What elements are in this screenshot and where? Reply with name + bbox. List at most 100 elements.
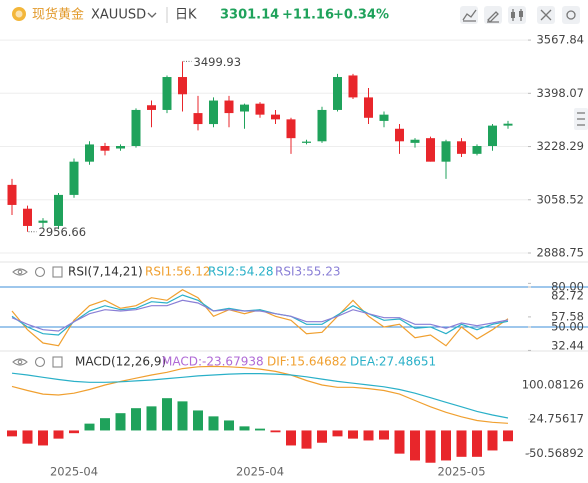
y-tick-label: 3058.52 <box>536 192 584 206</box>
y-tick-label: 50.00 <box>551 320 584 334</box>
x-tick-label: 2025-04 <box>50 465 98 479</box>
instrument-name: 现货黄金 <box>32 7 84 23</box>
candle-body <box>178 77 187 95</box>
y-tick-label: 24.75617 <box>529 412 584 426</box>
macd-bar <box>208 416 219 431</box>
macd-bar <box>487 430 498 451</box>
candle-body <box>426 138 435 162</box>
indicator-box <box>52 356 63 368</box>
price-change-pct: +0.34% <box>333 8 389 23</box>
eye-icon[interactable] <box>12 268 28 276</box>
macd-bar <box>301 430 312 449</box>
candle-body <box>224 100 234 114</box>
macd-bar <box>270 430 281 433</box>
toolbar <box>460 6 588 130</box>
tool-indicator-icon <box>462 9 477 22</box>
candle-body <box>317 109 327 142</box>
tool-candle-body <box>519 11 523 17</box>
candle-body <box>379 114 389 121</box>
candle-body <box>364 97 373 118</box>
macd-bar <box>115 413 126 431</box>
macd-bar <box>239 426 250 431</box>
legend-entry: DEA:27.48651 <box>350 355 436 369</box>
candle-body <box>441 141 451 162</box>
candle-body <box>69 161 79 195</box>
macd-bar <box>317 430 327 443</box>
candle-body <box>193 113 203 125</box>
candle-body <box>271 114 280 120</box>
macd-bar <box>146 406 157 431</box>
legend-entry: RSI2:54.28 <box>208 265 274 279</box>
candle-body <box>7 184 17 205</box>
candle-body <box>116 146 125 149</box>
tool-settings-icon <box>566 10 576 20</box>
macd-bar <box>177 401 188 431</box>
candle-body <box>23 208 32 226</box>
tool-settings[interactable] <box>562 6 580 24</box>
high-annotation: 3499.93 <box>194 55 242 69</box>
macd-bar <box>394 430 405 454</box>
macd-bar <box>348 430 358 439</box>
rsi-header-icons <box>12 266 63 278</box>
y-tick-label: 32.44 <box>551 339 584 353</box>
y-tick-label: 3567.84 <box>536 33 584 47</box>
y-tick-label: 3228.29 <box>536 139 584 153</box>
x-tick-label: 2025-05 <box>437 465 485 479</box>
macd-bar <box>100 418 110 431</box>
instrument-symbol[interactable]: XAUUSD <box>91 8 146 23</box>
macd-bar <box>456 430 467 457</box>
x-tick-label: 2025-04 <box>236 465 284 479</box>
candle-body <box>147 105 156 110</box>
macd-line <box>11 372 509 419</box>
low-annotation: 2956.66 <box>39 225 87 239</box>
tool-candle[interactable] <box>508 6 526 24</box>
tool-candle-body <box>511 12 515 18</box>
macd-bar <box>84 423 95 431</box>
macd-bar <box>7 430 17 437</box>
candle-body <box>162 77 172 110</box>
indicator-box <box>52 266 63 278</box>
candle-body <box>131 109 141 146</box>
macd-bar <box>53 430 64 439</box>
eye-icon[interactable] <box>12 358 28 366</box>
macd-bar <box>441 430 451 461</box>
legend-entry: MACD:-23.67938 <box>162 355 264 369</box>
period[interactable]: 日K <box>175 8 197 23</box>
gear-icon[interactable] <box>34 356 46 368</box>
macd-bar <box>425 430 436 463</box>
candle-body <box>100 146 110 151</box>
macd-bar <box>38 430 48 446</box>
y-tick-label: 2888.75 <box>536 245 584 259</box>
rsi-line <box>11 299 509 332</box>
gear-icon[interactable] <box>34 266 46 278</box>
macd-bar <box>22 430 33 444</box>
macd-bar <box>379 430 389 440</box>
macd-header-icons <box>12 356 63 368</box>
macd-title: MACD(12,26,9) <box>75 355 166 369</box>
tool-draw-icon <box>487 11 499 23</box>
macd-bar <box>286 430 296 446</box>
y-tick-label: 3398.07 <box>536 86 584 100</box>
candle-body <box>286 119 296 139</box>
y-tick-label: -50.56892 <box>525 446 584 460</box>
rsi-line <box>11 289 509 347</box>
candle-body <box>395 128 404 142</box>
candle-body <box>457 141 466 154</box>
macd-bar <box>363 430 374 441</box>
y-tick-label: 57.58 <box>551 309 584 323</box>
candle-body <box>488 125 497 146</box>
macd-bar <box>472 430 482 457</box>
macd-bar <box>255 428 265 431</box>
candle-body <box>209 100 218 125</box>
legend-entry: DIF:15.64682 <box>267 355 347 369</box>
y-tick-label: 82.72 <box>551 289 584 303</box>
candle-body <box>85 144 94 162</box>
symbol-icon-inner <box>15 10 23 18</box>
dropdown-arrow[interactable] <box>147 12 157 18</box>
side-tool-icon <box>577 112 585 126</box>
candle-body <box>503 123 513 126</box>
y-tick-label: 80.00 <box>551 280 584 294</box>
candle-body <box>302 141 311 143</box>
